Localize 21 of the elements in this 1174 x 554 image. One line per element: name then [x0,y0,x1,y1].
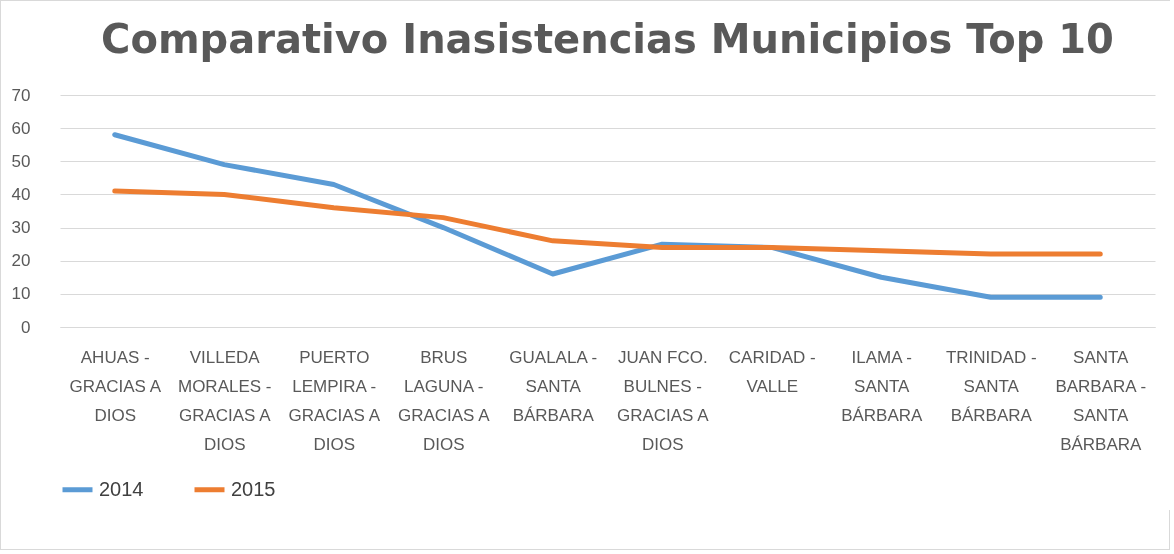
legend-label: 2015 [231,477,276,500]
x-tick-label: GUALALA - SANTA BÁRBARA [509,347,598,425]
y-tick-label: 70 [11,85,31,105]
y-tick-label: 0 [21,317,31,337]
x-tick-label: BRUS LAGUNA - GRACIAS A DIOS [397,347,491,454]
y-tick-label: 10 [11,284,31,304]
legend-label: 2014 [99,477,144,500]
chart-title: Comparativo Inasistencias Municipios Top 10 [101,16,1114,62]
x-tick-label: CARIDAD - VALLE [728,347,816,396]
x-tick-label: JUAN FCO. BULNES - GRACIAS A DIOS [616,347,710,454]
x-tick-label: VILLEDA MORALES - GRACIAS A DIOS [177,347,272,454]
x-tick-label: ILAMA - SANTA BÁRBARA [841,347,924,425]
y-tick-label: 20 [11,251,31,271]
x-tick-label: SANTA BARBARA - SANTA BÁRBARA [1055,347,1147,454]
x-tick-label: AHUAS - GRACIAS A DIOS [69,347,162,425]
y-tick-label: 50 [11,151,31,171]
y-tick-label: 40 [11,184,31,204]
x-tick-label: TRINIDAD - SANTA BÁRBARA [945,347,1037,425]
y-tick-label: 60 [11,118,31,138]
y-tick-label: 30 [11,218,31,238]
x-tick-label: PUERTO LEMPIRA - GRACIAS A DIOS [288,347,381,454]
